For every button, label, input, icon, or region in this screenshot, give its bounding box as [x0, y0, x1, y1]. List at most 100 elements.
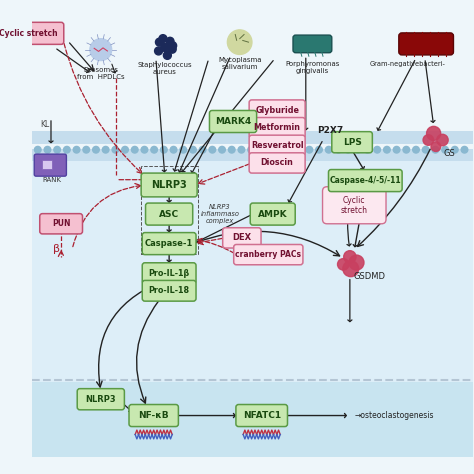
Text: PUN: PUN: [52, 219, 70, 228]
Text: NF-κB: NF-κB: [138, 411, 169, 420]
Text: Gram-negativebacteri-: Gram-negativebacteri-: [369, 61, 445, 67]
FancyBboxPatch shape: [142, 281, 196, 301]
FancyBboxPatch shape: [40, 214, 82, 234]
FancyBboxPatch shape: [33, 149, 474, 161]
Circle shape: [102, 146, 109, 153]
Circle shape: [383, 146, 390, 153]
Text: β: β: [53, 244, 60, 255]
Circle shape: [159, 35, 167, 43]
Circle shape: [345, 146, 351, 153]
Circle shape: [180, 146, 187, 153]
FancyBboxPatch shape: [234, 245, 303, 265]
FancyBboxPatch shape: [33, 155, 474, 457]
Text: →osteoclastogenesis: →osteoclastogenesis: [354, 411, 434, 420]
FancyBboxPatch shape: [129, 404, 178, 427]
Text: cranberry PACs: cranberry PACs: [235, 250, 301, 259]
Circle shape: [343, 261, 359, 277]
Circle shape: [131, 146, 138, 153]
FancyBboxPatch shape: [249, 118, 305, 138]
Text: NFATC1: NFATC1: [243, 411, 281, 420]
FancyBboxPatch shape: [0, 22, 64, 45]
Text: Glyburide: Glyburide: [255, 106, 299, 115]
Circle shape: [349, 255, 364, 270]
Text: MARK4: MARK4: [215, 117, 251, 126]
Circle shape: [155, 38, 164, 46]
Circle shape: [326, 146, 332, 153]
FancyBboxPatch shape: [293, 35, 332, 53]
Circle shape: [92, 146, 99, 153]
Circle shape: [277, 146, 283, 153]
Circle shape: [168, 45, 176, 53]
Circle shape: [90, 38, 112, 61]
FancyBboxPatch shape: [236, 404, 288, 427]
Circle shape: [166, 37, 174, 45]
Circle shape: [219, 146, 225, 153]
Circle shape: [374, 146, 381, 153]
FancyBboxPatch shape: [223, 228, 261, 248]
Text: RANK: RANK: [43, 177, 62, 182]
Text: Staphylococcus
aureus: Staphylococcus aureus: [137, 63, 192, 75]
Circle shape: [170, 146, 177, 153]
FancyBboxPatch shape: [33, 131, 474, 144]
Circle shape: [413, 146, 419, 153]
Text: Resveratrol: Resveratrol: [251, 141, 303, 150]
Text: Pro-IL-1β: Pro-IL-1β: [148, 269, 190, 278]
FancyBboxPatch shape: [42, 160, 52, 169]
FancyBboxPatch shape: [250, 203, 295, 225]
Circle shape: [316, 146, 322, 153]
Circle shape: [35, 146, 41, 153]
Circle shape: [437, 134, 448, 146]
Text: Porphyromonas
gingivalis: Porphyromonas gingivalis: [285, 61, 339, 73]
Circle shape: [190, 146, 196, 153]
Text: DEX: DEX: [232, 233, 251, 242]
Text: Cyclic
stretch: Cyclic stretch: [341, 196, 368, 215]
Circle shape: [451, 146, 458, 153]
Circle shape: [423, 135, 434, 146]
FancyBboxPatch shape: [328, 170, 402, 191]
Circle shape: [393, 146, 400, 153]
Circle shape: [337, 259, 349, 270]
FancyBboxPatch shape: [142, 263, 196, 283]
Text: LPS: LPS: [343, 138, 362, 147]
Text: Caspase-4/-5/-11: Caspase-4/-5/-11: [329, 176, 401, 185]
Text: GS: GS: [443, 149, 455, 158]
Circle shape: [461, 146, 468, 153]
Circle shape: [83, 146, 90, 153]
Text: P2X7: P2X7: [317, 126, 343, 135]
Text: KL: KL: [40, 120, 49, 129]
FancyBboxPatch shape: [249, 135, 305, 155]
FancyBboxPatch shape: [322, 187, 386, 224]
Circle shape: [248, 146, 255, 153]
FancyBboxPatch shape: [332, 132, 373, 153]
Text: Mycoplasma
salivarium: Mycoplasma salivarium: [218, 57, 262, 70]
Circle shape: [228, 146, 235, 153]
Circle shape: [155, 47, 163, 55]
Circle shape: [164, 51, 171, 59]
Circle shape: [287, 146, 293, 153]
FancyBboxPatch shape: [77, 389, 124, 410]
Text: Metformin: Metformin: [254, 123, 301, 132]
FancyBboxPatch shape: [249, 153, 305, 173]
Text: AMPK: AMPK: [258, 210, 288, 219]
Circle shape: [209, 146, 216, 153]
Text: Pro-IL-18: Pro-IL-18: [148, 286, 190, 295]
Circle shape: [364, 146, 371, 153]
Circle shape: [64, 146, 70, 153]
Text: NLRP3: NLRP3: [85, 395, 116, 404]
Circle shape: [73, 146, 80, 153]
FancyBboxPatch shape: [249, 100, 305, 120]
FancyBboxPatch shape: [142, 233, 196, 255]
Circle shape: [161, 44, 169, 51]
Circle shape: [112, 146, 118, 153]
Text: NLRP3
inflammaso
complex: NLRP3 inflammaso complex: [201, 204, 239, 224]
Circle shape: [422, 146, 429, 153]
Circle shape: [355, 146, 361, 153]
Circle shape: [257, 146, 264, 153]
FancyBboxPatch shape: [210, 110, 256, 133]
Circle shape: [122, 146, 128, 153]
FancyBboxPatch shape: [33, 383, 474, 457]
Circle shape: [161, 146, 167, 153]
Circle shape: [267, 146, 274, 153]
Circle shape: [432, 146, 439, 153]
FancyBboxPatch shape: [146, 203, 193, 225]
